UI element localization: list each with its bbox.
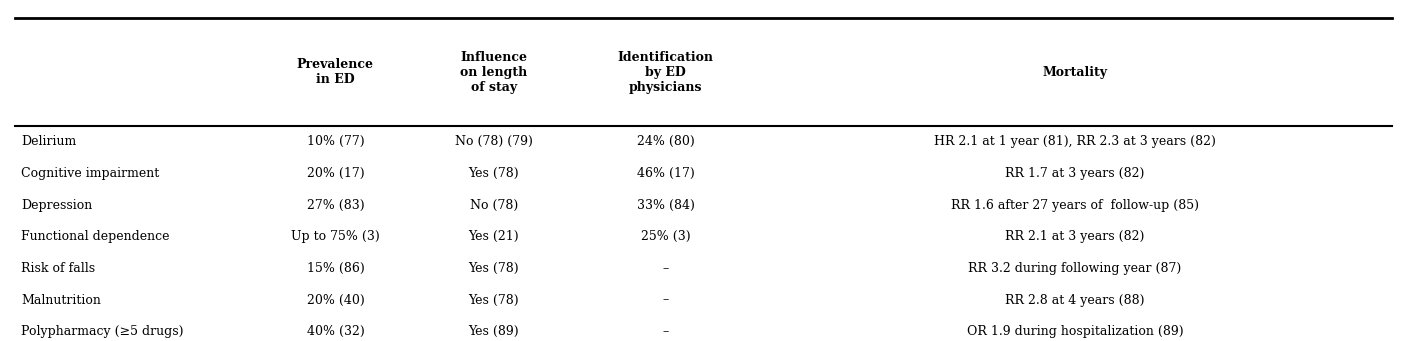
Text: Cognitive impairment: Cognitive impairment [21, 167, 159, 180]
Text: Risk of falls: Risk of falls [21, 262, 96, 275]
Text: RR 3.2 during following year (87): RR 3.2 during following year (87) [968, 262, 1182, 275]
Text: –: – [663, 262, 668, 275]
Text: Influence
on length
of stay: Influence on length of stay [460, 50, 528, 93]
Text: Polypharmacy (≥5 drugs): Polypharmacy (≥5 drugs) [21, 325, 183, 338]
Text: 40% (32): 40% (32) [307, 325, 364, 338]
Text: Yes (78): Yes (78) [469, 167, 519, 180]
Text: –: – [663, 294, 668, 307]
Text: No (78) (79): No (78) (79) [454, 135, 533, 148]
Text: No (78): No (78) [470, 198, 518, 212]
Text: 15% (86): 15% (86) [307, 262, 364, 275]
Text: Delirium: Delirium [21, 135, 76, 148]
Text: 46% (17): 46% (17) [637, 167, 695, 180]
Text: RR 2.1 at 3 years (82): RR 2.1 at 3 years (82) [1006, 230, 1145, 243]
Text: Up to 75% (3): Up to 75% (3) [291, 230, 380, 243]
Text: Depression: Depression [21, 198, 93, 212]
Text: RR 1.6 after 27 years of  follow-up (85): RR 1.6 after 27 years of follow-up (85) [951, 198, 1199, 212]
Text: 10% (77): 10% (77) [307, 135, 364, 148]
Text: Yes (21): Yes (21) [469, 230, 519, 243]
Text: –: – [663, 325, 668, 338]
Text: RR 2.8 at 4 years (88): RR 2.8 at 4 years (88) [1006, 294, 1145, 307]
Text: 20% (17): 20% (17) [307, 167, 364, 180]
Text: Mortality: Mortality [1043, 65, 1107, 78]
Text: Identification
by ED
physicians: Identification by ED physicians [618, 50, 713, 93]
Text: Yes (89): Yes (89) [469, 325, 519, 338]
Text: 25% (3): 25% (3) [640, 230, 691, 243]
Text: RR 1.7 at 3 years (82): RR 1.7 at 3 years (82) [1006, 167, 1145, 180]
Text: HR 2.1 at 1 year (81), RR 2.3 at 3 years (82): HR 2.1 at 1 year (81), RR 2.3 at 3 years… [934, 135, 1216, 148]
Text: 33% (84): 33% (84) [637, 198, 695, 212]
Text: Yes (78): Yes (78) [469, 294, 519, 307]
Text: 27% (83): 27% (83) [307, 198, 364, 212]
Text: 24% (80): 24% (80) [637, 135, 695, 148]
Text: Malnutrition: Malnutrition [21, 294, 101, 307]
Text: OR 1.9 during hospitalization (89): OR 1.9 during hospitalization (89) [967, 325, 1183, 338]
Text: Yes (78): Yes (78) [469, 262, 519, 275]
Text: Functional dependence: Functional dependence [21, 230, 170, 243]
Text: 20% (40): 20% (40) [307, 294, 364, 307]
Text: Prevalence
in ED: Prevalence in ED [297, 58, 374, 86]
